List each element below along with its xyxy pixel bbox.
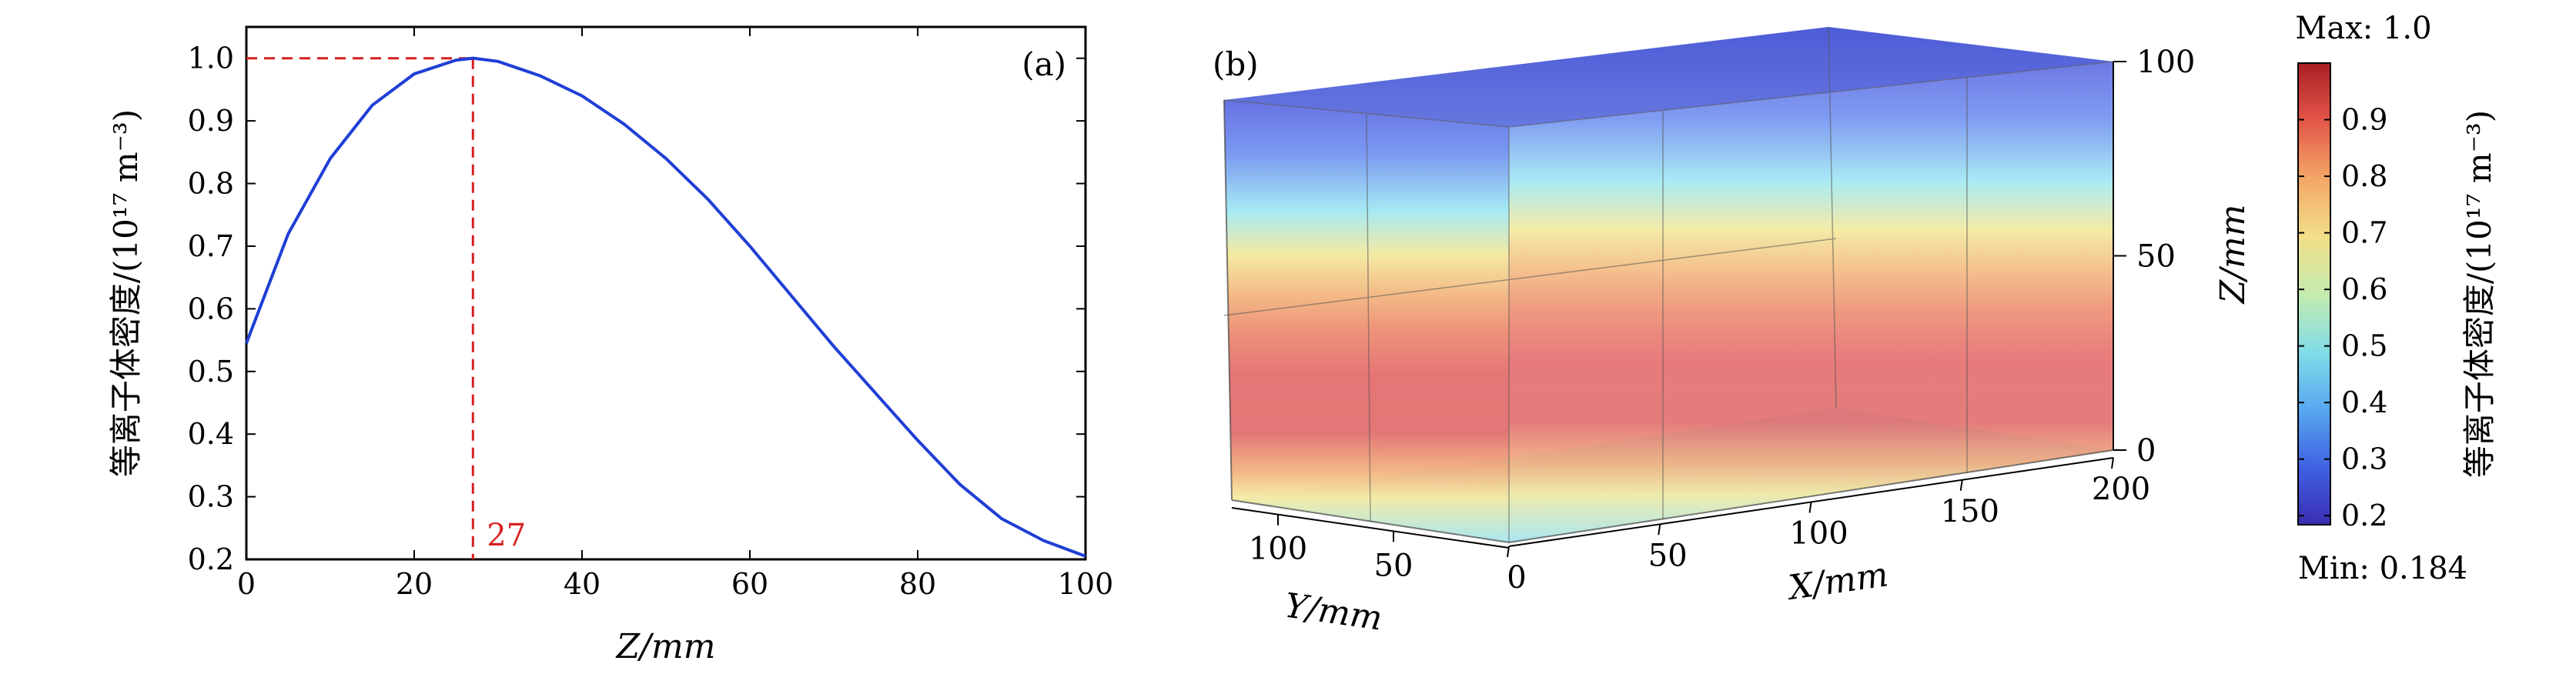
density-series-line <box>245 56 1086 558</box>
x-tick-label: 100 <box>1058 567 1114 601</box>
volume-heatmap-panel: 0 50 100 0 50 100 150 200 50 100 (b) Z/mm X/mm Y/… <box>1213 26 2253 639</box>
y-axis-label: 等离子体密度/(10¹⁷ m⁻³) <box>107 109 145 477</box>
z-axis-label: Z/mm <box>2213 205 2253 305</box>
y-tick-label: 1.0 <box>188 42 234 75</box>
y-tick-label: 0.9 <box>188 104 234 138</box>
z-tick-label: 0 <box>2136 433 2156 469</box>
tick-marks <box>246 27 1086 560</box>
x-tick-label: 20 <box>396 567 433 601</box>
colorbar-ticks: 0.2 0.3 0.4 0.5 0.6 0.7 0.8 0.9 <box>2298 103 2387 532</box>
x-tick-label-3d: 200 <box>2092 472 2150 507</box>
x-tick-label: 40 <box>564 567 601 601</box>
colorbar-tick-label: 0.6 <box>2341 272 2387 306</box>
x-tick-label-3d: 150 <box>1941 494 1999 529</box>
y-tick-label: 0.2 <box>188 542 234 576</box>
y-tick-label: 0.7 <box>188 229 234 263</box>
colorbar-tick-label: 0.9 <box>2341 103 2387 137</box>
colorbar-tick-label: 0.3 <box>2341 442 2387 476</box>
colorbar-gradient <box>2297 62 2331 526</box>
colorbar-tick-label: 0.2 <box>2341 499 2387 532</box>
x-tick-label: 0 <box>237 567 256 601</box>
y-axis-label-3d: Y/mm <box>1282 586 1384 639</box>
volume-top-face <box>1224 27 2113 127</box>
y-tick-label: 0.4 <box>188 417 234 451</box>
x-tick-3d <box>2111 457 2114 469</box>
y-tick-label: 0.5 <box>188 355 234 389</box>
colorbar-max-label: Max: 1.0 <box>2295 11 2431 46</box>
plot-frame <box>245 25 1087 561</box>
y-tick-label: 0.8 <box>188 167 234 201</box>
tick-labels: 0 20 40 60 80 100 0.2 0.3 0.4 0.5 0.6 0.7 0.8 0.9 1.0 <box>188 42 1114 601</box>
volume-side-face <box>1509 62 2113 542</box>
y-tick-label-3d: 100 <box>1249 532 1307 567</box>
tick-labels-3d: 0 50 100 0 50 100 150 200 50 100 <box>1249 45 2196 596</box>
colorbar-tick-label: 0.7 <box>2341 216 2387 250</box>
x-tick-label-3d: 0 <box>1507 560 1526 596</box>
y-tick-label: 0.3 <box>188 480 234 514</box>
tick-marks-3d <box>1277 61 2126 558</box>
volume-wireframe <box>1223 26 2114 542</box>
x-tick-label: 80 <box>899 567 936 601</box>
x-tick-3d <box>1808 502 1812 513</box>
colorbar-min-label: Min: 0.184 <box>2298 551 2467 586</box>
x-tick-3d <box>1658 524 1661 536</box>
peak-label: 27 <box>487 518 526 553</box>
y-tick-label-3d: 50 <box>1374 548 1413 583</box>
colorbar-tick-label: 0.5 <box>2341 329 2387 363</box>
x-tick-label-3d: 50 <box>1648 538 1688 573</box>
colorbar: Max: 1.0 0.2 0.3 0.4 0.5 0.6 0.7 0.8 0.9 等离子体密度… <box>2295 11 2498 586</box>
volume-edges <box>1223 99 2114 544</box>
z-tick-label: 50 <box>2136 239 2176 275</box>
panel-label-a: (a) <box>1022 45 1066 83</box>
z-tick-label: 100 <box>2136 45 2195 80</box>
x-tick-label-3d: 100 <box>1789 516 1848 552</box>
y-tick-label: 0.6 <box>188 292 234 325</box>
colorbar-title: 等离子体密度/(10¹⁷ m⁻³) <box>2461 110 2498 478</box>
x-tick-label: 60 <box>731 567 768 601</box>
colorbar-tick-label: 0.8 <box>2341 159 2387 193</box>
x-tick-3d <box>1959 479 1963 491</box>
volume-front-face <box>1224 100 1509 542</box>
panel-label-b: (b) <box>1213 45 1259 83</box>
x-axis-label-3d: X/mm <box>1784 555 1890 608</box>
colorbar-tick-label: 0.4 <box>2341 385 2387 419</box>
x-tick-3d <box>1507 546 1510 558</box>
line-chart-panel: 0 20 40 60 80 1000.20.30.40.50.60.70.80.91.0 … <box>107 25 1114 666</box>
x-axis-label: Z/mm <box>615 627 716 666</box>
